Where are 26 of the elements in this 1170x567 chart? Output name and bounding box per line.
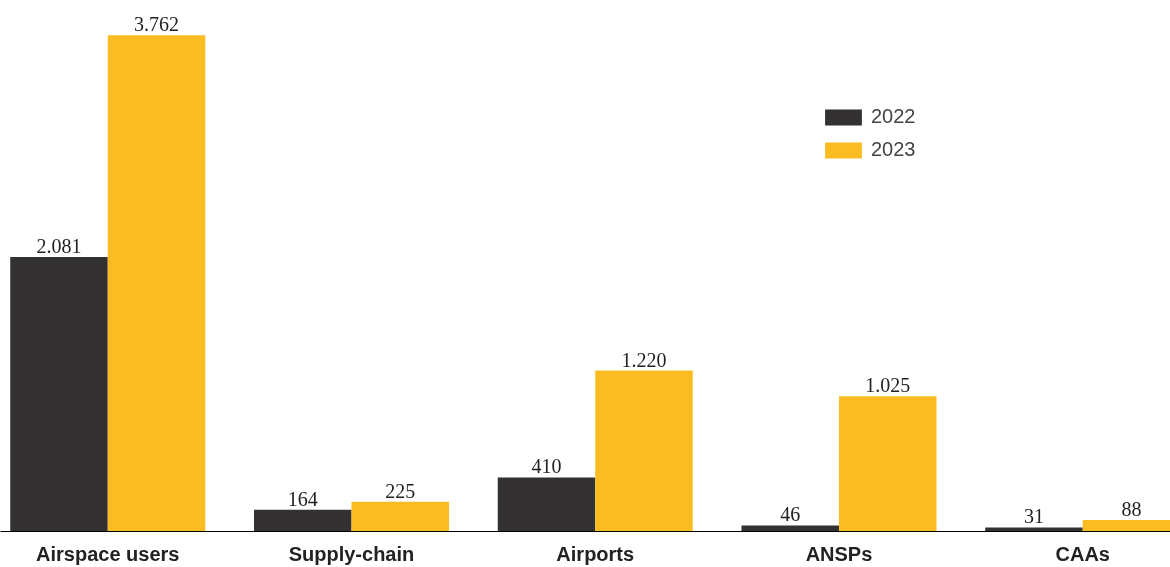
- bar: [10, 256, 108, 532]
- data-label: 2.081: [36, 234, 82, 257]
- bar: [254, 509, 352, 532]
- bar: [595, 370, 693, 532]
- x-tick-label: Airports: [556, 542, 635, 565]
- data-label: 88: [1121, 497, 1142, 520]
- x-tick-label: CAAs: [1055, 542, 1110, 565]
- x-tick-label: ANSPs: [805, 542, 873, 565]
- bar: [839, 396, 937, 532]
- data-label: 3.762: [134, 13, 179, 36]
- bar: [741, 525, 839, 532]
- bar: [985, 527, 1083, 532]
- bar: [107, 35, 206, 532]
- bar: [497, 477, 596, 532]
- x-tick-label: Supply-chain: [288, 542, 415, 565]
- data-label: 1.025: [865, 374, 911, 397]
- data-label: 46: [780, 503, 801, 526]
- bar: [351, 501, 449, 532]
- legend-label: 2022: [871, 105, 916, 128]
- data-label: 164: [287, 487, 318, 510]
- data-label: 1.220: [621, 348, 667, 371]
- data-label: 225: [385, 479, 416, 502]
- x-tick-label: Airspace users: [36, 542, 180, 565]
- data-label: 31: [1024, 505, 1044, 528]
- data-label: 410: [531, 455, 562, 478]
- legend-label: 2023: [871, 138, 916, 161]
